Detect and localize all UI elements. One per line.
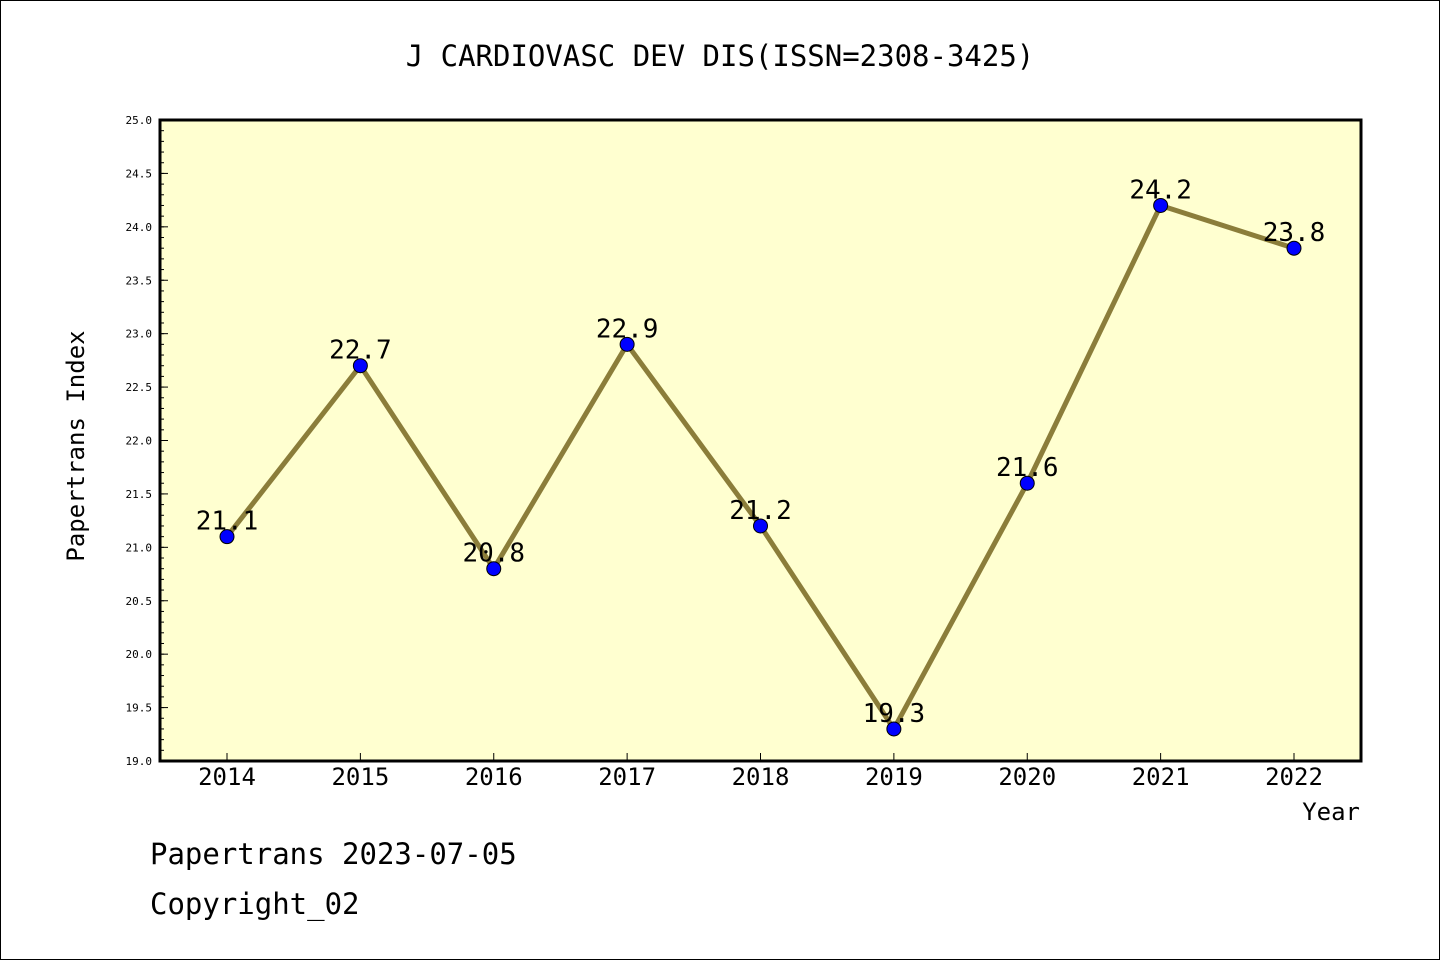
y-tick-label: 21.5	[126, 488, 153, 501]
x-tick-label: 2017	[598, 763, 656, 791]
data-point	[352, 358, 368, 374]
y-tick-label: 21.0	[126, 541, 153, 554]
data-point	[1153, 197, 1169, 213]
y-tick-label: 19.0	[126, 755, 153, 768]
x-tick-label: 2016	[465, 763, 523, 791]
x-tick-label: 2015	[331, 763, 389, 791]
data-point	[486, 561, 502, 577]
data-point	[619, 336, 635, 352]
data-point	[1286, 240, 1302, 256]
x-axis-label: Year	[1302, 798, 1360, 826]
data-label: 21.1	[196, 507, 259, 537]
data-point	[1019, 475, 1035, 491]
data-label: 20.8	[462, 539, 525, 569]
data-label: 21.2	[729, 496, 792, 526]
plot-area	[158, 118, 1363, 763]
y-axis-label: Papertrans Index	[62, 330, 90, 561]
y-tick-label: 25.0	[126, 114, 153, 127]
data-point	[753, 518, 768, 534]
x-tick-label: 2019	[865, 763, 923, 791]
data-point	[219, 529, 235, 545]
x-axis: 2014 2015 2016 2017 2018 2019 2020 2021 2022	[198, 753, 1323, 791]
footer-source: Papertrans 2023-07-05	[150, 837, 517, 871]
chart-title: J CARDIOVASC DEV DIS(ISSN=2308-3425)	[406, 39, 1035, 73]
data-label: 23.8	[1263, 218, 1326, 248]
y-tick-label: 22.5	[126, 381, 153, 394]
data-labels-group: 21.1 22.7 20.8 22.9 21.2 19.3 21.6 24.2 23.8	[196, 175, 1326, 728]
footer-copyright: Copyright_02	[150, 887, 360, 922]
x-tick-label: 2021	[1132, 763, 1190, 791]
data-label: 21.6	[996, 453, 1059, 483]
y-tick-label: 22.0	[126, 435, 153, 448]
data-label: 19.3	[863, 699, 926, 729]
x-tick-label: 2014	[198, 763, 256, 791]
data-point	[886, 721, 902, 737]
y-tick-label: 24.5	[126, 167, 153, 180]
data-label: 22.7	[329, 336, 392, 366]
y-tick-label: 23.5	[126, 274, 153, 287]
data-label: 24.2	[1129, 175, 1192, 205]
y-axis: 19.0 19.5 20.0 20.5 21.0 21.5 22.0 22.5 23.0 23.5…	[126, 114, 168, 768]
y-tick-label: 20.0	[126, 648, 153, 661]
x-tick-label: 2020	[998, 763, 1056, 791]
y-tick-label: 24.0	[126, 221, 153, 234]
data-label: 22.9	[596, 314, 659, 344]
x-tick-label: 2022	[1265, 763, 1323, 791]
y-tick-label: 23.0	[126, 328, 153, 341]
y-tick-label: 20.5	[126, 595, 153, 608]
markers-group	[219, 197, 1302, 737]
y-tick-label: 19.5	[126, 702, 153, 715]
x-tick-label: 2018	[732, 763, 790, 791]
